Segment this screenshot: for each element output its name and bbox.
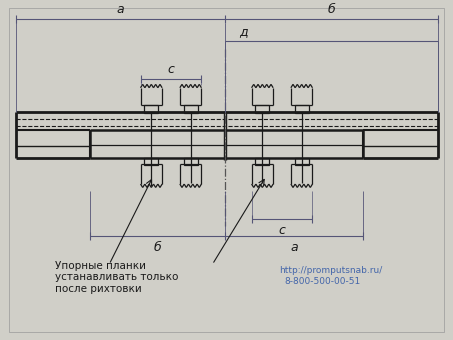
Text: 8-800-500-00-51: 8-800-500-00-51 [284,277,360,286]
Bar [145,157,158,165]
Bar [295,105,308,113]
Text: устанавливать только: устанавливать только [55,272,178,283]
Text: д: д [239,24,247,38]
Text: а: а [290,241,298,254]
Text: Упорные планки: Упорные планки [55,261,146,271]
Text: после рихтовки: после рихтовки [55,284,142,294]
Bar [255,157,269,165]
Text: с: с [168,63,174,76]
Text: а: а [116,3,124,16]
Bar [184,157,198,165]
Text: с: с [279,224,285,237]
Text: б: б [328,3,336,16]
Bar [145,105,158,113]
Text: б: б [154,241,162,254]
Text: http://promputsnab.ru/: http://promputsnab.ru/ [279,266,382,275]
Bar [255,105,269,113]
Bar [184,105,198,113]
Bar [295,157,308,165]
